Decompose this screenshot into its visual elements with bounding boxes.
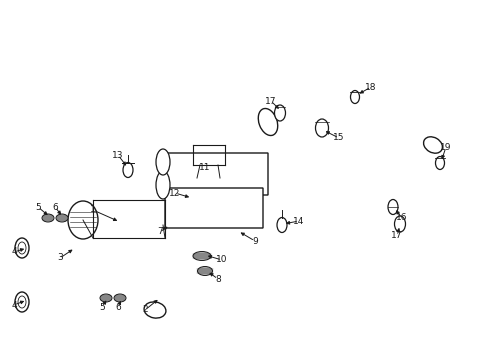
- Text: 14: 14: [293, 216, 304, 225]
- Ellipse shape: [100, 294, 112, 302]
- Ellipse shape: [387, 199, 397, 215]
- FancyBboxPatch shape: [163, 153, 267, 195]
- Text: 11: 11: [199, 162, 210, 171]
- Text: 5: 5: [35, 202, 41, 211]
- Ellipse shape: [68, 201, 98, 239]
- Text: 6: 6: [52, 202, 58, 211]
- Text: 18: 18: [365, 82, 376, 91]
- Text: 4: 4: [11, 248, 17, 256]
- Ellipse shape: [423, 137, 442, 153]
- Ellipse shape: [394, 216, 405, 232]
- Text: 9: 9: [252, 237, 257, 246]
- Ellipse shape: [315, 119, 328, 137]
- Text: 2: 2: [142, 306, 147, 315]
- Text: 1: 1: [90, 206, 96, 215]
- Text: 6: 6: [115, 302, 121, 311]
- Ellipse shape: [156, 149, 170, 175]
- FancyBboxPatch shape: [164, 188, 263, 228]
- Text: 12: 12: [169, 189, 181, 198]
- Ellipse shape: [42, 214, 54, 222]
- Ellipse shape: [274, 105, 285, 121]
- Text: 17: 17: [264, 96, 276, 105]
- Text: 8: 8: [215, 274, 221, 284]
- Ellipse shape: [114, 294, 126, 302]
- Text: 16: 16: [395, 213, 407, 222]
- Text: 5: 5: [99, 302, 104, 311]
- Ellipse shape: [144, 302, 165, 318]
- Ellipse shape: [197, 266, 212, 275]
- Text: 17: 17: [390, 231, 402, 240]
- Text: 3: 3: [57, 253, 63, 262]
- Text: 10: 10: [216, 256, 227, 265]
- Text: 7: 7: [157, 228, 163, 237]
- Ellipse shape: [156, 171, 170, 199]
- Ellipse shape: [56, 214, 68, 222]
- Ellipse shape: [193, 252, 210, 261]
- Text: 15: 15: [332, 134, 344, 143]
- Text: 4: 4: [11, 301, 17, 310]
- Text: 19: 19: [439, 143, 451, 152]
- Text: 13: 13: [112, 150, 123, 159]
- Ellipse shape: [258, 108, 277, 135]
